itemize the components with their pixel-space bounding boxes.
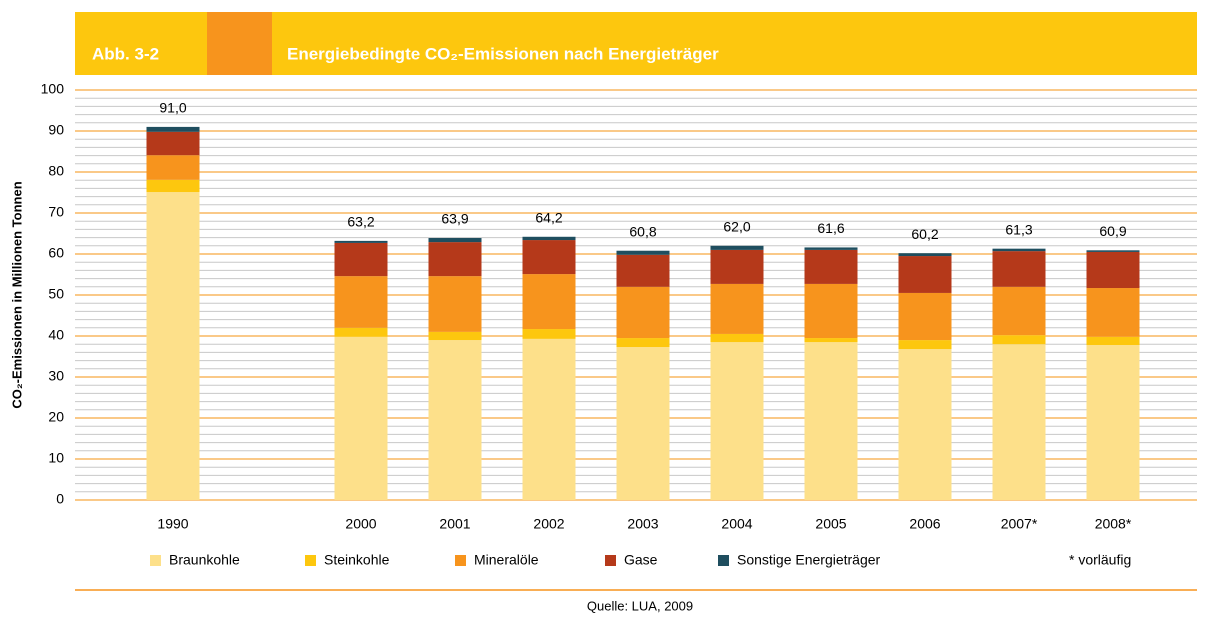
bar-segment	[522, 274, 576, 330]
legend-swatch	[150, 555, 161, 566]
bar-segment	[428, 331, 482, 341]
x-tick-label: 2007*	[1001, 516, 1038, 532]
bar-segment	[898, 340, 952, 350]
bar-segment	[1086, 288, 1140, 337]
source: Quelle: LUA, 2009	[587, 598, 693, 613]
bar-segment	[898, 292, 952, 341]
legend-swatch	[718, 555, 729, 566]
bar-segment	[804, 247, 858, 250]
legend-label: Steinkohle	[324, 552, 390, 568]
bar-segment	[334, 327, 388, 337]
bar-segment	[428, 340, 482, 500]
bar-segment	[616, 338, 670, 348]
chart-title: Energiebedingte CO₂-Emissionen nach Ener…	[287, 44, 719, 63]
y-tick-label: 90	[48, 122, 64, 138]
bar-segment	[992, 248, 1046, 252]
bar-segment	[1086, 250, 1140, 252]
bar-segment	[804, 249, 858, 284]
total-label: 60,8	[629, 223, 656, 239]
bar-segment	[710, 333, 764, 343]
x-tick-label: 2004	[721, 516, 752, 532]
bar-segment	[1086, 345, 1140, 500]
header-accent	[207, 12, 272, 75]
x-tick-label: 2008*	[1095, 516, 1132, 532]
y-tick-label: 10	[48, 450, 64, 466]
bar-segment	[616, 254, 670, 287]
bar-segment	[898, 256, 952, 293]
total-label: 61,6	[817, 220, 844, 236]
total-label: 60,2	[911, 226, 938, 242]
total-label: 63,2	[347, 214, 374, 230]
y-tick-label: 80	[48, 163, 64, 179]
bar-segment	[992, 344, 1046, 500]
x-tick-label: 2003	[627, 516, 658, 532]
bar-segment	[804, 338, 858, 343]
bar-segment	[522, 329, 576, 339]
y-tick-label: 30	[48, 368, 64, 384]
bar-segment	[334, 276, 388, 328]
y-tick-label: 50	[48, 286, 64, 302]
y-tick-label: 40	[48, 327, 64, 343]
bar-segment	[522, 338, 576, 500]
bar-segment	[146, 131, 200, 156]
bar-segment	[616, 250, 670, 255]
bar-segment	[992, 286, 1046, 336]
y-tick-label: 20	[48, 409, 64, 425]
bar-segment	[992, 335, 1046, 345]
bar-segment	[710, 283, 764, 334]
total-label: 60,9	[1099, 223, 1126, 239]
bar-segment	[710, 342, 764, 500]
bar-segment	[992, 251, 1046, 287]
total-label: 61,3	[1005, 221, 1032, 237]
bar-segment	[616, 286, 670, 339]
bar-segment	[898, 349, 952, 500]
x-tick-label: 2005	[815, 516, 846, 532]
bar-segment	[804, 283, 858, 339]
bar-segment	[146, 179, 200, 193]
bar-segment	[710, 245, 764, 250]
bar-segment	[616, 347, 670, 500]
total-label: 63,9	[441, 211, 468, 227]
legend-swatch	[455, 555, 466, 566]
legend-label: Braunkohle	[169, 552, 240, 568]
x-tick-label: 2006	[909, 516, 940, 532]
y-axis-label: CO₂-Emissionen in Millionen Tonnen	[9, 181, 24, 408]
bar-segment	[710, 249, 764, 284]
bar-segment	[804, 342, 858, 500]
x-tick-label: 1990	[157, 516, 188, 532]
bar-segment	[1086, 251, 1140, 289]
bar-segment	[522, 236, 576, 241]
total-label: 64,2	[535, 209, 562, 225]
total-label: 62,0	[723, 219, 750, 235]
figure-number: Abb. 3-2	[92, 44, 159, 63]
y-tick-label: 100	[41, 81, 65, 97]
y-tick-label: 60	[48, 245, 64, 261]
bar-segment	[898, 253, 952, 257]
bar-segment	[334, 336, 388, 500]
note: * vorläufig	[1069, 552, 1131, 568]
bar-segment	[146, 126, 200, 132]
legend-label: Sonstige Energieträger	[737, 552, 881, 568]
x-tick-label: 2000	[345, 516, 376, 532]
y-tick-label: 0	[56, 491, 64, 507]
total-label: 91,0	[159, 100, 186, 116]
bar-segment	[428, 238, 482, 243]
bar-segment	[1086, 336, 1140, 346]
x-tick-label: 2002	[533, 516, 564, 532]
bar-segment	[146, 155, 200, 180]
y-tick-label: 70	[48, 204, 64, 220]
bar-segment	[428, 242, 482, 277]
legend-swatch	[605, 555, 616, 566]
legend-swatch	[305, 555, 316, 566]
bar-segment	[428, 276, 482, 332]
bar-segment	[146, 192, 200, 500]
x-tick-label: 2001	[439, 516, 470, 532]
bar-segment	[334, 242, 388, 277]
bar-segment	[522, 240, 576, 275]
legend-label: Mineralöle	[474, 552, 539, 568]
legend-label: Gase	[624, 552, 658, 568]
bar-segment	[334, 240, 388, 243]
